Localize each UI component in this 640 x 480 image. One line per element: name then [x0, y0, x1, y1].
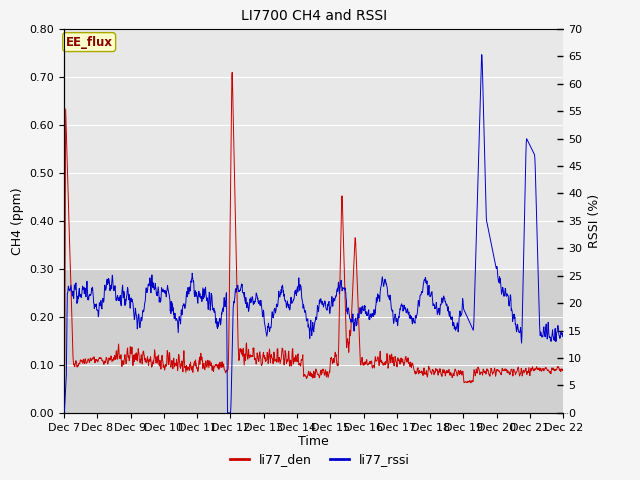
Y-axis label: RSSI (%): RSSI (%) [588, 194, 601, 248]
Y-axis label: CH4 (ppm): CH4 (ppm) [11, 187, 24, 254]
Legend: li77_den, li77_rssi: li77_den, li77_rssi [225, 448, 415, 471]
X-axis label: Time: Time [298, 435, 329, 448]
Text: EE_flux: EE_flux [66, 36, 113, 48]
Title: LI7700 CH4 and RSSI: LI7700 CH4 and RSSI [241, 10, 387, 24]
Bar [64, 269, 563, 413]
